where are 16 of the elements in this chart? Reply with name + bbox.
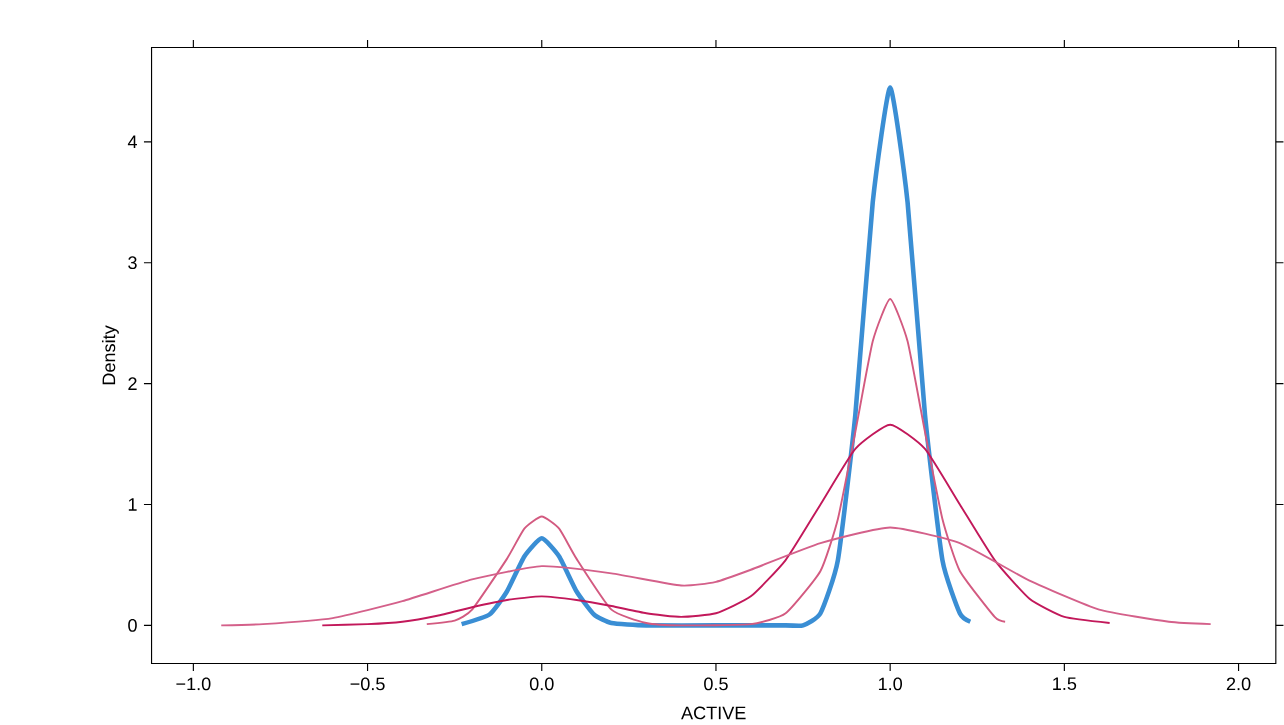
y-tick-label: 4 [127, 135, 137, 148]
x-tick-label: 1.0 [878, 677, 903, 691]
x-tick-label: 2.0 [1226, 677, 1251, 691]
x-axis-title: ACTIVE [681, 706, 746, 720]
y-tick-label: 0 [128, 618, 137, 632]
x-tick-label: −1.0 [176, 677, 211, 691]
x-tick-label: 0.0 [529, 677, 554, 691]
y-tick-label: 2 [128, 377, 137, 390]
y-axis-title: Density [101, 325, 119, 384]
x-tick-label: −0.5 [350, 677, 385, 691]
y-tick-label: 3 [128, 256, 137, 269]
x-tick-label: 0.5 [704, 677, 728, 691]
line-series [321, 423, 1111, 627]
y-tick-label: 1 [128, 498, 137, 511]
x-tick-label: 1.5 [1053, 677, 1077, 690]
line-series [459, 84, 973, 628]
